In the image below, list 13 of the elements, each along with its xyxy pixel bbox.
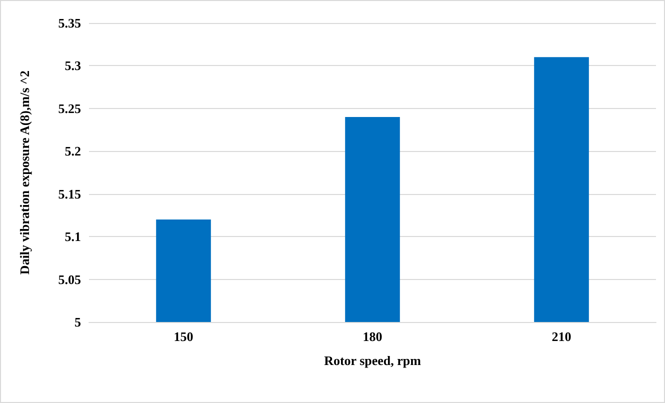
y-tick-label: 5 [74,314,82,330]
y-tick-label: 5.15 [58,186,82,202]
x-tick-label: 210 [552,329,572,344]
y-tick-label: 5.2 [64,144,81,159]
y-tick-label: 5.25 [58,100,82,116]
y-tick-label: 5.3 [64,58,82,74]
x-tick-label: 150 [174,329,194,344]
x-axis-title: Rotor speed, rpm [324,353,422,368]
y-tick-label: 5.1 [64,229,81,244]
y-axis-title: Daily vibration exposure A(8),m/s ^2 [17,70,32,275]
x-tick-label: 180 [362,329,382,344]
y-tick-label: 5.05 [58,272,82,287]
y-tick-label: 5.35 [58,16,82,30]
